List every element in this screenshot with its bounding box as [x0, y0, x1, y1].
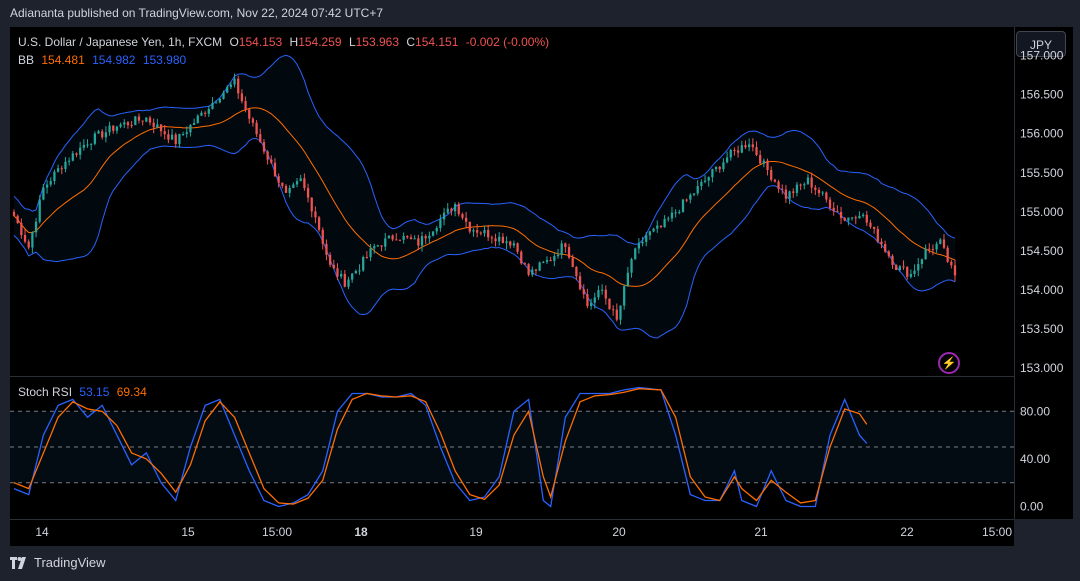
high-value: 154.259 [298, 35, 342, 49]
lightning-icon[interactable]: ⚡ [938, 352, 960, 374]
close-label: C [406, 35, 416, 49]
symbol-name: U.S. Dollar / Japanese Yen, 1h, FXCM [18, 35, 223, 49]
bb-mid-value: 154.481 [41, 53, 85, 67]
published-header: Adiananta published on TradingView.com, … [10, 6, 384, 20]
bb-lower-value: 153.980 [142, 53, 187, 67]
ohlc-legend: U.S. Dollar / Japanese Yen, 1h, FXCM O15… [18, 35, 553, 49]
low-label: L [348, 35, 356, 49]
stoch-label: Stoch RSI [18, 385, 73, 399]
currency-button[interactable]: JPY [1016, 31, 1066, 57]
chart-frame[interactable] [10, 27, 1014, 546]
tradingview-logo-icon [10, 556, 26, 569]
open-label: O [229, 35, 239, 49]
stoch-k-value: 53.15 [79, 385, 110, 399]
footer-brand-label: TradingView [34, 555, 106, 570]
high-label: H [289, 35, 299, 49]
bb-upper-value: 154.982 [92, 53, 136, 67]
stoch-d-value: 69.34 [116, 385, 147, 399]
close-value: 154.151 [415, 35, 459, 49]
low-value: 153.963 [355, 35, 400, 49]
bb-legend: BB 154.481 154.982 153.980 [18, 53, 190, 67]
footer-brand[interactable]: TradingView [10, 555, 106, 570]
price-axis[interactable] [1014, 27, 1073, 519]
open-value: 154.153 [238, 35, 283, 49]
bb-label: BB [18, 53, 35, 67]
stoch-legend: Stoch RSI 53.15 69.34 [18, 385, 151, 399]
change-value: -0.002 (-0.00%) [465, 35, 550, 49]
